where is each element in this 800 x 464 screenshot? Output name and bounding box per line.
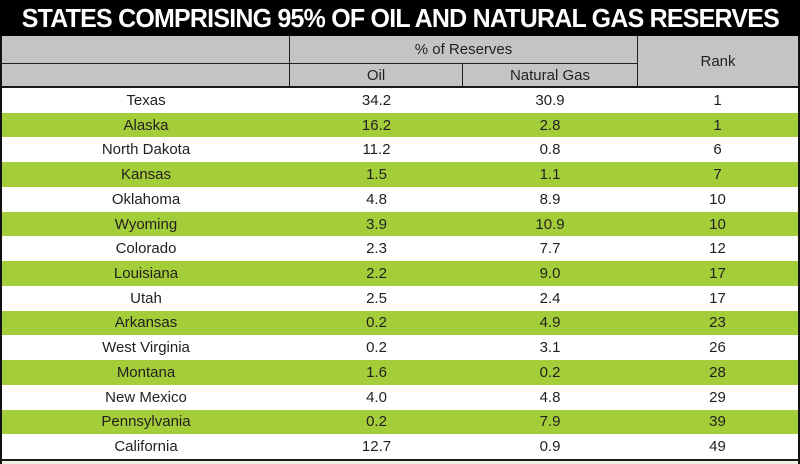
cell-oil-percent: 11.2 bbox=[362, 141, 391, 159]
cell-state: Wyoming bbox=[114, 215, 178, 233]
cell-natural-gas-percent: 4.8 bbox=[539, 388, 561, 406]
table-bottom-border bbox=[0, 459, 800, 461]
table-body: Texas 34.2 30.9 1 Alaska 16.2 2.8 1 North Dakota… bbox=[0, 88, 800, 460]
cell-oil-percent: 0.2 bbox=[366, 413, 387, 431]
table-row: Wyoming 3.9 10.9 10 bbox=[2, 211, 798, 237]
oil-column-header: Oil bbox=[290, 64, 463, 86]
cell-state: Colorado bbox=[115, 240, 177, 258]
cell-rank: 17 bbox=[709, 289, 726, 307]
cell-natural-gas-percent: 0.9 bbox=[539, 438, 561, 456]
cell-natural-gas-percent: 1.1 bbox=[539, 166, 561, 184]
state-column-header bbox=[2, 36, 290, 86]
cell-natural-gas-percent: 9.0 bbox=[539, 265, 561, 282]
table-header: % of Reserves Oil Natural Gas Rank bbox=[0, 36, 800, 88]
cell-rank: 6 bbox=[713, 141, 722, 159]
table-row: Texas 34.2 30.9 1 bbox=[2, 88, 798, 113]
table-row: Colorado 2.3 7.7 12 bbox=[2, 236, 798, 262]
reserves-group-header: % of Reserves bbox=[290, 36, 637, 64]
cell-rank: 49 bbox=[709, 438, 726, 456]
cell-natural-gas-percent: 10.9 bbox=[535, 215, 565, 233]
table-row: Oklahoma 4.8 8.9 10 bbox=[2, 186, 798, 212]
cell-rank: 39 bbox=[709, 413, 726, 431]
cell-natural-gas-percent: 0.2 bbox=[539, 363, 561, 381]
cell-natural-gas-percent: 7.9 bbox=[539, 413, 561, 431]
cell-oil-percent: 0.2 bbox=[366, 339, 387, 357]
cell-oil-percent: 3.9 bbox=[366, 215, 387, 233]
cell-rank: 23 bbox=[709, 314, 726, 332]
table-row: West Virginia 0.2 3.1 26 bbox=[2, 335, 798, 361]
table-row: Kansas 1.5 1.1 7 bbox=[2, 162, 798, 187]
cell-rank: 1 bbox=[713, 116, 722, 134]
cell-state: Arkansas bbox=[114, 314, 178, 332]
cell-natural-gas-percent: 2.8 bbox=[539, 116, 561, 134]
cell-rank: 10 bbox=[709, 190, 726, 208]
cell-state: Montana bbox=[116, 363, 176, 381]
cropped-next-row bbox=[0, 461, 800, 464]
cell-oil-percent: 34.2 bbox=[361, 91, 392, 109]
cell-state: Oklahoma bbox=[111, 190, 181, 208]
reserves-columns-group: % of Reserves Oil Natural Gas bbox=[290, 36, 637, 86]
title-bar: STATES COMPRISING 95% OF OIL AND NATURAL… bbox=[0, 0, 800, 36]
cell-natural-gas-percent: 4.9 bbox=[539, 314, 561, 332]
cell-state: New Mexico bbox=[105, 388, 187, 406]
table-row: Pennsylvania 0.2 7.9 39 bbox=[2, 409, 798, 435]
cell-natural-gas-percent: 2.4 bbox=[539, 289, 561, 307]
cell-oil-percent: 1.5 bbox=[366, 166, 387, 184]
cell-oil-percent: 2.5 bbox=[366, 289, 387, 307]
cell-rank: 26 bbox=[709, 339, 726, 357]
table-row: Louisiana 2.2 9.0 17 bbox=[2, 261, 798, 286]
cell-state: Alaska bbox=[123, 116, 169, 134]
table-row: Alaska 16.2 2.8 1 bbox=[2, 112, 798, 138]
cell-oil-percent: 0.2 bbox=[366, 314, 387, 332]
cell-natural-gas-percent: 8.9 bbox=[539, 190, 561, 208]
cell-oil-percent: 12.7 bbox=[361, 438, 392, 456]
cell-rank: 7 bbox=[713, 166, 722, 184]
cell-natural-gas-percent: 7.7 bbox=[539, 240, 561, 258]
table-row: Arkansas 0.2 4.9 23 bbox=[2, 310, 798, 336]
cell-rank: 1 bbox=[713, 91, 722, 109]
cell-natural-gas-percent: 3.1 bbox=[539, 339, 561, 357]
table-row: Utah 2.5 2.4 17 bbox=[2, 285, 798, 311]
cell-oil-percent: 4.0 bbox=[366, 388, 387, 406]
cell-state: Kansas bbox=[120, 166, 172, 184]
cell-oil-percent: 1.6 bbox=[366, 363, 387, 381]
cell-rank: 12 bbox=[709, 240, 726, 258]
page-title: STATES COMPRISING 95% OF OIL AND NATURAL… bbox=[21, 2, 779, 33]
cell-state: Louisiana bbox=[113, 265, 179, 282]
cell-state: North Dakota bbox=[101, 141, 191, 159]
rank-column-header: Rank bbox=[637, 36, 798, 86]
table-row: North Dakota 11.2 0.8 6 bbox=[2, 137, 798, 163]
cell-oil-percent: 2.2 bbox=[366, 265, 387, 282]
cell-rank: 28 bbox=[709, 363, 726, 381]
cell-state: Pennsylvania bbox=[101, 413, 191, 431]
natural-gas-column-header: Natural Gas bbox=[509, 66, 591, 84]
table-row: California 12.7 0.9 49 bbox=[2, 434, 798, 460]
state-header-spacer bbox=[2, 36, 289, 64]
cell-oil-percent: 2.3 bbox=[366, 240, 387, 258]
cell-state: Texas bbox=[126, 91, 166, 109]
cell-oil-percent: 16.2 bbox=[361, 116, 392, 134]
cell-natural-gas-percent: 0.8 bbox=[539, 141, 561, 159]
cell-natural-gas-percent: 30.9 bbox=[535, 91, 565, 109]
cell-state: West Virginia bbox=[102, 339, 190, 357]
table-row: Montana 1.6 0.2 28 bbox=[2, 360, 798, 385]
cell-oil-percent: 4.8 bbox=[366, 190, 387, 208]
cell-state: Utah bbox=[130, 289, 162, 307]
cell-rank: 10 bbox=[709, 215, 726, 233]
cell-rank: 29 bbox=[709, 388, 726, 406]
reserves-subheader-row: Oil Natural Gas bbox=[290, 64, 637, 86]
cell-rank: 17 bbox=[709, 265, 726, 282]
table-row: New Mexico 4.0 4.8 29 bbox=[2, 384, 798, 410]
cell-state: California bbox=[114, 438, 178, 456]
